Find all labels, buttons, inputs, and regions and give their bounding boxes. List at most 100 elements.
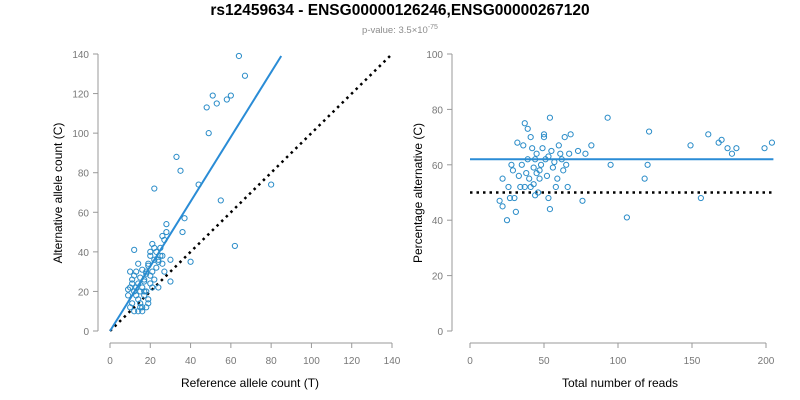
data-point bbox=[539, 145, 546, 152]
x-tick-label: 20 bbox=[145, 356, 157, 367]
data-point bbox=[131, 246, 138, 253]
x-axis-title: Reference allele count (T) bbox=[181, 376, 319, 390]
x-tick-label: 80 bbox=[266, 356, 278, 367]
data-point bbox=[718, 136, 725, 143]
data-point bbox=[567, 131, 574, 138]
data-point bbox=[203, 104, 210, 111]
data-point bbox=[705, 131, 712, 138]
data-point bbox=[545, 194, 552, 202]
data-point bbox=[131, 308, 138, 315]
data-point bbox=[141, 276, 148, 283]
y-tick-label: 40 bbox=[432, 216, 444, 227]
data-point bbox=[509, 167, 517, 174]
data-point bbox=[499, 203, 506, 210]
data-point bbox=[574, 147, 582, 155]
data-point bbox=[137, 304, 144, 311]
data-point bbox=[540, 131, 548, 138]
data-point bbox=[149, 268, 156, 275]
data-point bbox=[517, 183, 524, 191]
data-point bbox=[514, 139, 521, 146]
data-point bbox=[524, 156, 531, 163]
data-point bbox=[579, 197, 586, 204]
data-point bbox=[533, 150, 540, 157]
data-point bbox=[733, 145, 740, 152]
data-point bbox=[145, 300, 152, 307]
data-point bbox=[181, 215, 188, 222]
data-point bbox=[187, 258, 194, 265]
y-axis-title: Alternative allele count (C) bbox=[51, 123, 65, 264]
data-point bbox=[724, 145, 731, 152]
data-point bbox=[177, 167, 184, 174]
data-point bbox=[151, 276, 158, 283]
data-point bbox=[546, 206, 554, 213]
data-point bbox=[217, 197, 224, 204]
chart-title: rs12459634 - ENSG00000126246,ENSG0000026… bbox=[210, 2, 590, 19]
data-point bbox=[582, 150, 589, 157]
data-point bbox=[560, 167, 567, 174]
data-point bbox=[145, 260, 152, 267]
data-point bbox=[536, 175, 543, 182]
data-point bbox=[558, 156, 565, 163]
data-point bbox=[645, 128, 653, 135]
data-point bbox=[135, 260, 142, 267]
data-point bbox=[235, 52, 243, 60]
data-point bbox=[161, 236, 168, 244]
data-point bbox=[147, 248, 154, 255]
data-point bbox=[147, 252, 154, 259]
y-axis-title: Percentage alternative (C) bbox=[411, 123, 425, 263]
data-point bbox=[518, 161, 525, 168]
y-tick-label: 60 bbox=[432, 161, 444, 172]
chart-subtitle: p-value: 3.5×10-75 bbox=[0, 24, 800, 36]
data-point bbox=[523, 170, 530, 177]
data-point bbox=[512, 208, 519, 215]
x-tick-label: 0 bbox=[467, 356, 473, 367]
data-point bbox=[167, 256, 174, 263]
data-point bbox=[151, 185, 158, 192]
y-tick-label: 80 bbox=[432, 105, 444, 116]
data-point bbox=[551, 158, 558, 166]
data-point bbox=[157, 244, 164, 251]
y-tick-label: 100 bbox=[72, 129, 89, 140]
y-tick-label: 80 bbox=[78, 169, 90, 180]
data-point bbox=[761, 145, 768, 152]
data-point bbox=[564, 183, 571, 191]
x-tick-label: 150 bbox=[684, 356, 701, 367]
data-point bbox=[545, 153, 552, 160]
data-point bbox=[549, 164, 556, 171]
data-point bbox=[129, 280, 136, 287]
data-point bbox=[644, 161, 651, 168]
data-point bbox=[143, 288, 150, 295]
y-tick-label: 140 bbox=[72, 50, 89, 61]
data-point bbox=[555, 142, 562, 149]
data-point bbox=[231, 242, 238, 250]
y-tick-label: 0 bbox=[437, 327, 443, 338]
data-point bbox=[546, 114, 554, 121]
data-point bbox=[161, 268, 168, 275]
data-point bbox=[167, 278, 174, 285]
data-point bbox=[623, 214, 630, 221]
data-point bbox=[133, 284, 140, 291]
data-point bbox=[557, 150, 564, 157]
data-point bbox=[125, 292, 132, 299]
data-point bbox=[499, 175, 506, 182]
data-point bbox=[768, 139, 776, 146]
data-point bbox=[527, 134, 534, 141]
data-point bbox=[526, 175, 533, 182]
data-point bbox=[533, 170, 540, 177]
data-point bbox=[521, 183, 528, 191]
data-point bbox=[524, 125, 531, 132]
data-point bbox=[151, 244, 158, 251]
fit-line bbox=[109, 55, 283, 332]
data-point bbox=[145, 262, 152, 269]
data-point bbox=[496, 197, 503, 204]
data-point bbox=[268, 181, 275, 188]
y-tick-label: 20 bbox=[432, 272, 444, 283]
x-tick-label: 140 bbox=[384, 356, 401, 367]
data-point bbox=[141, 278, 148, 285]
data-point bbox=[561, 134, 568, 141]
data-point bbox=[508, 161, 515, 168]
data-point bbox=[506, 194, 514, 202]
data-point bbox=[532, 156, 539, 163]
data-point bbox=[127, 304, 134, 311]
data-point bbox=[155, 284, 162, 291]
